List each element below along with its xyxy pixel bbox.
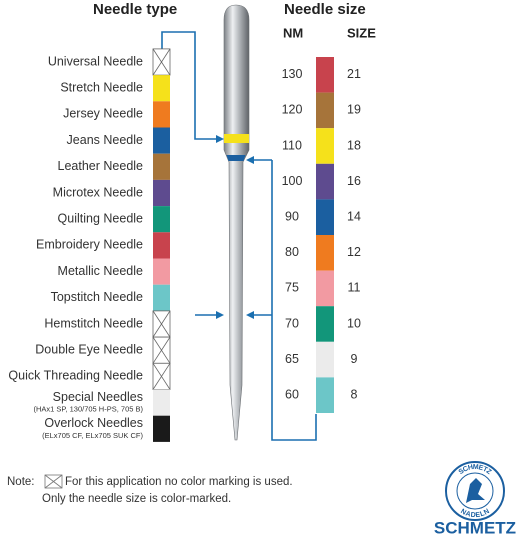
note-line1: For this application no color marking is… xyxy=(65,476,293,488)
size-swatch xyxy=(316,270,334,307)
size-swatch xyxy=(316,128,334,164)
size-value: 8 xyxy=(351,387,358,401)
size-value: 10 xyxy=(347,316,361,330)
type-swatch xyxy=(153,179,170,207)
type-label: Microtex Needle xyxy=(53,185,143,199)
logo-brand: SCHMETZ xyxy=(434,518,516,537)
logo-ring-bottom-path: NADELN xyxy=(459,508,490,519)
needle-band-type xyxy=(224,134,249,143)
size-swatch xyxy=(316,92,334,129)
type-label: Universal Needle xyxy=(48,54,143,68)
size-value: 21 xyxy=(347,67,361,81)
nm-value: 60 xyxy=(285,387,299,401)
arrowheads xyxy=(216,135,254,319)
connectors xyxy=(161,31,317,441)
logo-ring-bottom: NADELN xyxy=(459,508,490,519)
type-label: Metallic Needle xyxy=(58,264,144,278)
type-swatch-cross xyxy=(152,363,171,390)
size-swatch xyxy=(316,235,334,271)
type-label: Jeans Needle xyxy=(67,133,143,147)
type-swatch xyxy=(153,258,170,285)
nm-value: 75 xyxy=(285,281,299,295)
type-label: Topstitch Needle xyxy=(51,290,143,304)
size-value: 16 xyxy=(347,174,361,188)
nm-header: NM xyxy=(283,25,303,40)
type-swatch xyxy=(153,101,170,128)
type-swatch xyxy=(153,232,170,259)
type-label: Hemstitch Needle xyxy=(44,316,143,330)
type-label: Overlock Needles xyxy=(44,416,143,430)
type-label: Jersey Needle xyxy=(63,107,143,121)
type-label: Double Eye Needle xyxy=(35,342,143,356)
type-label: Stretch Needle xyxy=(60,80,143,94)
size-swatch xyxy=(316,377,334,413)
type-swatch-cross xyxy=(152,48,171,76)
type-swatch xyxy=(153,153,170,180)
type-swatch xyxy=(153,415,170,442)
nm-value: 70 xyxy=(285,316,299,330)
nm-value: 130 xyxy=(282,67,303,81)
type-swatch xyxy=(153,75,170,102)
type-sublabel: (HAx1 SP, 130/705 H-PS, 705 B) xyxy=(33,405,143,414)
nm-value: 110 xyxy=(282,138,302,152)
size-swatch xyxy=(316,341,334,378)
type-swatch xyxy=(153,389,170,416)
nm-value: 120 xyxy=(282,103,303,117)
size-title: Needle size xyxy=(284,1,366,18)
size-value: 9 xyxy=(351,352,358,366)
size-value: 11 xyxy=(348,281,361,295)
type-swatch xyxy=(153,127,170,154)
type-swatch xyxy=(153,284,170,311)
size-value: 14 xyxy=(347,209,361,223)
note-prefix: Note: xyxy=(7,476,35,488)
nm-value: 90 xyxy=(285,209,299,223)
size-value: 12 xyxy=(347,245,361,259)
type-swatch-cross xyxy=(152,336,171,364)
type-label: Leather Needle xyxy=(58,159,144,173)
note-line2: Only the needle size is color-marked. xyxy=(42,493,231,505)
needle-band-size xyxy=(226,155,246,161)
type-label: Quick Threading Needle xyxy=(8,369,143,383)
size-value: 18 xyxy=(347,138,361,152)
type-title: Needle type xyxy=(93,1,177,18)
size-swatch xyxy=(316,163,334,200)
size-value: 19 xyxy=(347,103,361,117)
type-swatch-cross xyxy=(152,310,171,338)
type-label: Quilting Needle xyxy=(58,211,144,225)
logo: SCHMETZ NADELN SCHMETZ xyxy=(434,461,516,537)
type-label: Special Needles xyxy=(53,390,143,404)
type-label: Embroidery Needle xyxy=(36,238,143,252)
size-header: SIZE xyxy=(347,25,376,40)
size-swatch xyxy=(316,306,334,342)
size-swatch xyxy=(316,57,334,93)
type-sublabel: (ELx705 CF, ELx705 SUK CF) xyxy=(42,431,143,440)
type-swatch xyxy=(153,206,170,233)
note-icon xyxy=(44,474,63,489)
needle xyxy=(223,4,250,441)
size-swatch xyxy=(316,199,334,235)
nm-value: 65 xyxy=(285,352,299,366)
nm-value: 100 xyxy=(282,174,303,188)
nm-value: 80 xyxy=(285,245,299,259)
